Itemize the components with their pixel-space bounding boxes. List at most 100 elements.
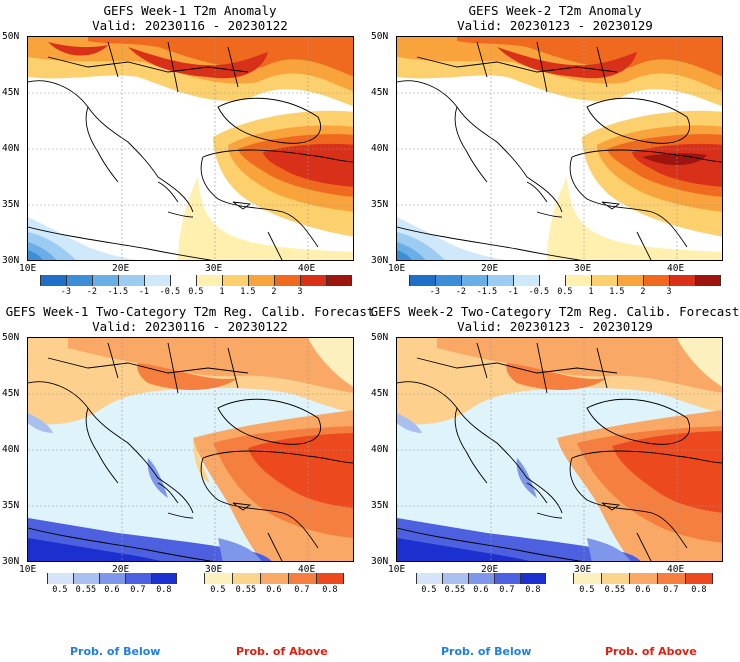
colorbar-tick-label: 3 xyxy=(666,287,672,297)
lat-label: 35N xyxy=(2,199,20,210)
colorbar-swatch xyxy=(222,275,248,286)
colorbar-tick-label: 1 xyxy=(588,287,594,297)
colorbar-swatch xyxy=(409,275,435,286)
colorbar-swatch xyxy=(196,275,222,286)
map-week2-anomaly xyxy=(396,36,723,261)
lon-label: 30E xyxy=(205,564,223,575)
below-colorbar-1 xyxy=(47,573,177,584)
colorbar-swatch xyxy=(73,573,99,584)
colorbar-tick-label: 0.6 xyxy=(104,585,120,595)
colorbar-tick-label: -2 xyxy=(86,287,98,297)
colorbar-swatch xyxy=(657,573,685,584)
lon-label: 40E xyxy=(298,263,316,274)
colorbar-swatch xyxy=(435,275,461,286)
lat-label: 30N xyxy=(371,255,389,266)
panel1-valid-text: Valid: 20230116 - 20230122 xyxy=(92,18,288,33)
colorbar-swatch xyxy=(643,275,669,286)
lat-label: 45N xyxy=(2,87,20,98)
colorbar-tick-label: 0.8 xyxy=(156,585,172,595)
colorbar-tick-label: 2 xyxy=(271,287,277,297)
colorbar-swatch xyxy=(92,275,118,286)
map-week2-probability xyxy=(396,337,723,562)
colorbar-swatch xyxy=(170,275,196,286)
colorbar-swatch xyxy=(232,573,260,584)
lon-label: 20E xyxy=(481,263,499,274)
lat-label: 50N xyxy=(2,332,20,343)
colorbar-swatch xyxy=(617,275,643,286)
lon-label: 10E xyxy=(388,564,406,575)
colorbar-tick-label: 1.5 xyxy=(609,287,625,297)
colorbar-swatch xyxy=(40,275,66,286)
colorbar-tick-label: 0.6 xyxy=(473,585,489,595)
panel1-title: GEFS Week-1 T2m Anomaly Valid: 20230116 … xyxy=(5,3,375,33)
lon-label: 40E xyxy=(298,564,316,575)
lon-label: 20E xyxy=(112,564,130,575)
colorbar-tick-label: 0.7 xyxy=(663,585,679,595)
lat-label: 40N xyxy=(2,143,20,154)
colorbar-tick-label: 3 xyxy=(297,287,303,297)
colorbar-swatch xyxy=(416,573,442,584)
panel2-title: GEFS Week-2 T2m Anomaly Valid: 20230123 … xyxy=(370,3,740,33)
colorbar-tick-label: 0.55 xyxy=(235,585,257,595)
colorbar-tick-label: 1.5 xyxy=(240,287,256,297)
colorbar-tick-label: -0.5 xyxy=(159,287,181,297)
panel1-title-text: GEFS Week-1 T2m Anomaly xyxy=(103,3,277,18)
colorbar-swatch xyxy=(300,275,326,286)
colorbar-tick-label: 0.6 xyxy=(635,585,651,595)
colorbar-swatch xyxy=(520,573,546,584)
colorbar-tick-label: 0.7 xyxy=(499,585,515,595)
panel4-title: GEFS Week-2 Two-Category T2m Reg. Calib.… xyxy=(370,304,740,334)
lat-label: 35N xyxy=(2,500,20,511)
colorbar-swatch xyxy=(601,573,629,584)
anomaly-colorbar-1 xyxy=(40,275,352,286)
colorbar-swatch xyxy=(513,275,539,286)
colorbar-tick-label: 0.6 xyxy=(266,585,282,595)
colorbar-swatch xyxy=(288,573,316,584)
lon-label: 30E xyxy=(574,263,592,274)
lat-label: 50N xyxy=(371,31,389,42)
lat-label: 35N xyxy=(371,199,389,210)
colorbar-swatch xyxy=(125,573,151,584)
colorbar-swatch xyxy=(260,573,288,584)
colorbar-tick-label: 0.5 xyxy=(188,287,204,297)
colorbar-swatch xyxy=(468,573,494,584)
panel2-title-text: GEFS Week-2 T2m Anomaly xyxy=(468,3,642,18)
colorbar-tick-label: -0.5 xyxy=(528,287,550,297)
colorbar-swatch xyxy=(629,573,657,584)
map-week2-probability-graphic xyxy=(397,338,722,561)
colorbar-tick-label: 1 xyxy=(219,287,225,297)
map-week1-probability xyxy=(27,337,354,562)
colorbar-swatch xyxy=(204,573,232,584)
lon-label: 20E xyxy=(112,263,130,274)
colorbar-swatch xyxy=(47,573,73,584)
colorbar-tick-label: 0.5 xyxy=(52,585,68,595)
colorbar-swatch xyxy=(151,573,177,584)
panel3-title-text: GEFS Week-1 Two-Category T2m Reg. Calib.… xyxy=(5,304,375,319)
lat-label: 30N xyxy=(2,556,20,567)
above-colorbar-1 xyxy=(204,573,344,584)
colorbar-swatch xyxy=(669,275,695,286)
prob-above-label-2: Prob. of Above xyxy=(605,645,697,658)
lon-label: 20E xyxy=(481,564,499,575)
colorbar-tick-label: -1.5 xyxy=(107,287,129,297)
prob-below-label-1: Prob. of Below xyxy=(70,645,161,658)
lon-label: 40E xyxy=(667,564,685,575)
lat-label: 40N xyxy=(371,444,389,455)
colorbar-swatch xyxy=(248,275,274,286)
colorbar-tick-label: 0.55 xyxy=(444,585,466,595)
lat-label: 30N xyxy=(2,255,20,266)
lat-label: 40N xyxy=(2,444,20,455)
colorbar-tick-label: 0.5 xyxy=(210,585,226,595)
lon-label: 40E xyxy=(667,263,685,274)
map-week1-anomaly xyxy=(27,36,354,261)
colorbar-tick-label: -1 xyxy=(507,287,519,297)
panel3-title: GEFS Week-1 Two-Category T2m Reg. Calib.… xyxy=(5,304,375,334)
colorbar-swatch xyxy=(442,573,468,584)
lon-label: 30E xyxy=(574,564,592,575)
colorbar-tick-label: 0.8 xyxy=(691,585,707,595)
map-week2-anomaly-graphic xyxy=(397,37,722,260)
colorbar-tick-label: -2 xyxy=(455,287,467,297)
colorbar-swatch xyxy=(316,573,344,584)
lon-label: 10E xyxy=(19,564,37,575)
colorbar-swatch xyxy=(274,275,300,286)
